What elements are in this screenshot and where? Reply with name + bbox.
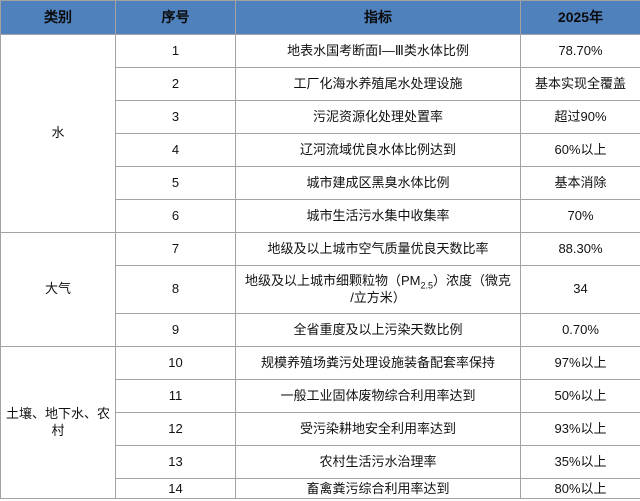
header-indicator: 指标: [235, 0, 521, 35]
value-cell: 60%以上: [520, 133, 640, 167]
value-cell: 基本实现全覆盖: [520, 67, 640, 101]
indicator-cell: 城市建成区黑臭水体比例: [235, 166, 521, 200]
row-number-cell: 9: [115, 313, 236, 347]
header-year-2025: 2025年: [520, 0, 640, 35]
pm25-text-suffix: ）浓度（微克 /立方米）: [350, 272, 512, 305]
row-number-cell: 3: [115, 100, 236, 134]
row-number-cell: 4: [115, 133, 236, 167]
indicator-cell: 一般工业固体废物综合利用率达到: [235, 379, 521, 413]
category-cell-atmosphere: 大气: [0, 232, 116, 347]
indicator-cell: 城市生活污水集中收集率: [235, 199, 521, 233]
table-row: 6 城市生活污水集中收集率 70%: [1, 199, 640, 233]
indicator-cell: 地表水国考断面Ⅰ—Ⅲ类水体比例: [235, 34, 521, 68]
row-number-cell: 10: [115, 346, 236, 380]
indicator-cell-pm25: 地级及以上城市细颗粒物（PM2.5）浓度（微克 /立方米）: [235, 265, 521, 314]
row-number-cell: 13: [115, 445, 236, 479]
row-number-cell: 11: [115, 379, 236, 413]
indicator-cell: 畜禽粪污综合利用率达到: [235, 478, 521, 499]
table-row: 5 城市建成区黑臭水体比例 基本消除: [1, 166, 640, 200]
indicator-cell: 规模养殖场粪污处理设施装备配套率保持: [235, 346, 521, 380]
indicator-cell: 受污染耕地安全利用率达到: [235, 412, 521, 446]
table-row: 8 地级及以上城市细颗粒物（PM2.5）浓度（微克 /立方米） 34: [1, 265, 640, 314]
table-row: 水 1 地表水国考断面Ⅰ—Ⅲ类水体比例 78.70%: [0, 34, 640, 233]
table-row: 土壤、地下水、农村 10 规模养殖场粪污处理设施装备配套率保持 97%以上: [0, 346, 640, 499]
indicator-cell: 污泥资源化处理处置率: [235, 100, 521, 134]
pm25-text-prefix: 地级及以上城市细颗粒物（PM: [244, 272, 421, 288]
table-row: 3 污泥资源化处理处置率 超过90%: [1, 100, 640, 134]
table-row: 11 一般工业固体废物综合利用率达到 50%以上: [1, 379, 640, 413]
value-cell: 78.70%: [520, 34, 640, 68]
value-cell: 93%以上: [520, 412, 640, 446]
category-cell-soil-groundwater-rural: 土壤、地下水、农村: [0, 346, 116, 499]
value-cell: 35%以上: [520, 445, 640, 479]
indicator-cell: 工厂化海水养殖尾水处理设施: [235, 67, 521, 101]
table-row: 12 受污染耕地安全利用率达到 93%以上: [1, 412, 640, 446]
row-number-cell: 1: [115, 34, 236, 68]
header-serial-number: 序号: [115, 0, 236, 35]
value-cell: 超过90%: [520, 100, 640, 134]
category-cell-water: 水: [0, 34, 116, 233]
table-row: 大气 7 地级及以上城市空气质量优良天数比率 88.30%: [0, 232, 640, 347]
pm25-subscript: 2.5: [420, 280, 433, 291]
value-cell: 88.30%: [520, 232, 640, 266]
table-row: 2 工厂化海水养殖尾水处理设施 基本实现全覆盖: [1, 67, 640, 101]
indicator-cell: 农村生活污水治理率: [235, 445, 521, 479]
row-number-cell: 7: [115, 232, 236, 266]
header-row: 类别 序号 指标 2025年: [0, 0, 640, 35]
table-row: 9 全省重度及以上污染天数比例 0.70%: [1, 313, 640, 347]
row-number-cell: 12: [115, 412, 236, 446]
row-number-cell: 5: [115, 166, 236, 200]
row-number-cell: 8: [115, 265, 236, 314]
indicator-cell: 地级及以上城市空气质量优良天数比率: [235, 232, 521, 266]
row-number-cell: 14: [115, 478, 236, 499]
value-cell: 80%以上: [520, 478, 640, 499]
value-cell: 70%: [520, 199, 640, 233]
indicator-cell: 辽河流域优良水体比例达到: [235, 133, 521, 167]
value-cell: 0.70%: [520, 313, 640, 347]
row-number-cell: 2: [115, 67, 236, 101]
table-row: 14 畜禽粪污综合利用率达到 80%以上: [1, 478, 640, 499]
header-category: 类别: [0, 0, 116, 35]
value-cell: 97%以上: [520, 346, 640, 380]
value-cell: 基本消除: [520, 166, 640, 200]
indicator-cell: 全省重度及以上污染天数比例: [235, 313, 521, 347]
row-number-cell: 6: [115, 199, 236, 233]
value-cell: 50%以上: [520, 379, 640, 413]
value-cell: 34: [520, 265, 640, 314]
